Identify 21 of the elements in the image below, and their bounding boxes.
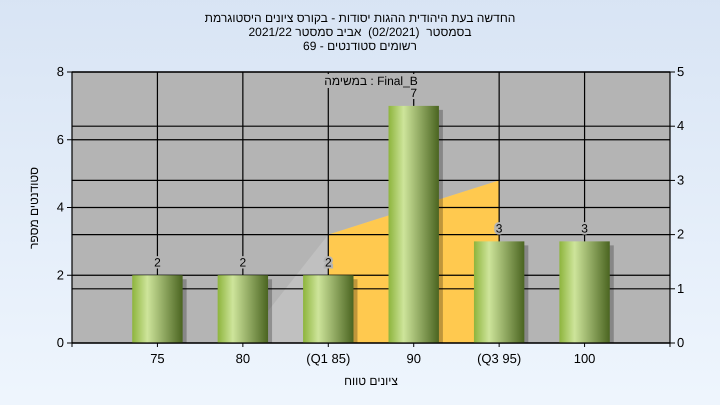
x-tick-label: 90 bbox=[406, 351, 421, 366]
x-tick-label: (Q3 95) bbox=[477, 351, 522, 366]
data-label: 3 bbox=[496, 221, 503, 236]
x-tick-label: 75 bbox=[150, 351, 165, 366]
y2-tick-label: 5 bbox=[677, 64, 684, 79]
y-tick-label: 0 bbox=[56, 335, 64, 350]
y-tick-label: 2 bbox=[56, 267, 64, 282]
y2-tick-label: 3 bbox=[677, 172, 684, 188]
y-tick-label: 4 bbox=[56, 200, 64, 214]
y2-tick-label: 4 bbox=[677, 118, 684, 134]
y2-tick-label: 0 bbox=[677, 335, 684, 350]
y2-tick-label: 1 bbox=[677, 280, 684, 296]
x-tick-label: (Q1 85) bbox=[306, 351, 350, 366]
x-axis-title: טווח ציונים bbox=[344, 374, 398, 388]
chart-title: היסטוגרמת ציונים בקורס - יסודות ההגות היהודית בעת החדשה bbox=[204, 11, 516, 25]
x-tick-label: 80 bbox=[236, 351, 250, 366]
x-tick-label: 100 bbox=[574, 351, 596, 366]
y-tick-label: 6 bbox=[56, 132, 64, 147]
y-axis-title: מספר סטודנטים bbox=[27, 166, 41, 249]
y2-tick-label: 2 bbox=[677, 226, 684, 242]
y-tick-label: 8 bbox=[56, 64, 64, 79]
